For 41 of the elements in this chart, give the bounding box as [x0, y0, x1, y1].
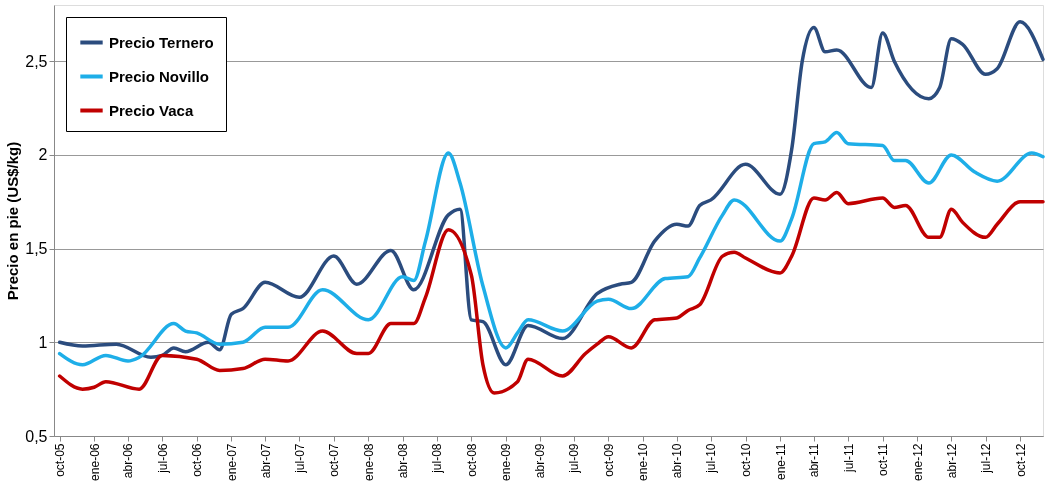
- x-tick-label: oct-11: [876, 443, 891, 476]
- x-tick-label: oct-06: [190, 443, 205, 477]
- x-tick-label: abr-12: [944, 443, 959, 479]
- x-tick-label: jul-06: [155, 443, 170, 474]
- x-tick-label: oct-05: [53, 443, 68, 477]
- y-tick-label: 2,5: [25, 52, 48, 70]
- x-tick-label: ene-06: [87, 443, 102, 481]
- x-tick-label: jul-10: [704, 443, 719, 474]
- x-tick-label: abr-10: [670, 443, 685, 479]
- y-tick-label: 2: [38, 146, 48, 164]
- legend-label: Precio Novillo: [109, 67, 210, 85]
- x-tick-label: jul-09: [567, 443, 582, 474]
- x-tick-label: abr-06: [121, 443, 136, 479]
- x-tick-label: abr-09: [533, 443, 548, 479]
- x-tick-label: ene-07: [224, 443, 239, 481]
- x-tick-label: ene-08: [361, 443, 376, 481]
- y-tick-label: 1,5: [25, 240, 48, 258]
- x-tick-label: oct-12: [1013, 443, 1028, 477]
- legend-label: Precio Vaca: [109, 101, 194, 119]
- x-tick-label: abr-07: [258, 443, 273, 479]
- y-axis-title: Precio en pie (US$/kg): [4, 141, 22, 301]
- x-tick-label: abr-11: [807, 443, 822, 478]
- x-tick-label: jul-11: [841, 443, 856, 473]
- y-tick-label: 1: [38, 333, 48, 351]
- y-tick-label: 0,5: [25, 427, 48, 445]
- x-tick-label: oct-10: [739, 443, 754, 477]
- x-tick-label: ene-10: [636, 443, 651, 481]
- x-tick-label: abr-08: [396, 443, 411, 479]
- line-series: [57, 190, 1045, 395]
- x-tick-label: oct-09: [601, 443, 616, 477]
- line-series: [57, 130, 1045, 367]
- x-tick-label: ene-12: [910, 443, 925, 481]
- x-tick-label: oct-08: [464, 443, 479, 477]
- legend-label: Precio Ternero: [109, 33, 214, 51]
- x-tick-label: oct-07: [327, 443, 342, 477]
- x-tick-label: jul-08: [430, 443, 445, 474]
- x-tick-label: ene-09: [499, 443, 514, 481]
- x-tick-label: jul-07: [292, 443, 307, 474]
- x-tick-label: ene-11: [773, 443, 788, 480]
- x-tick-label: jul-12: [979, 443, 994, 474]
- line-series: [57, 20, 1045, 367]
